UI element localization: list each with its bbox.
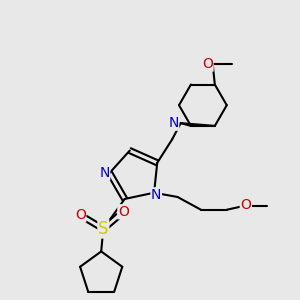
Text: O: O [75,208,86,222]
Text: N: N [168,116,178,130]
Text: O: O [240,198,251,212]
Text: N: N [151,188,161,202]
Text: N: N [99,166,110,180]
Text: O: O [118,205,129,219]
Text: O: O [202,57,213,71]
Text: S: S [98,220,109,238]
